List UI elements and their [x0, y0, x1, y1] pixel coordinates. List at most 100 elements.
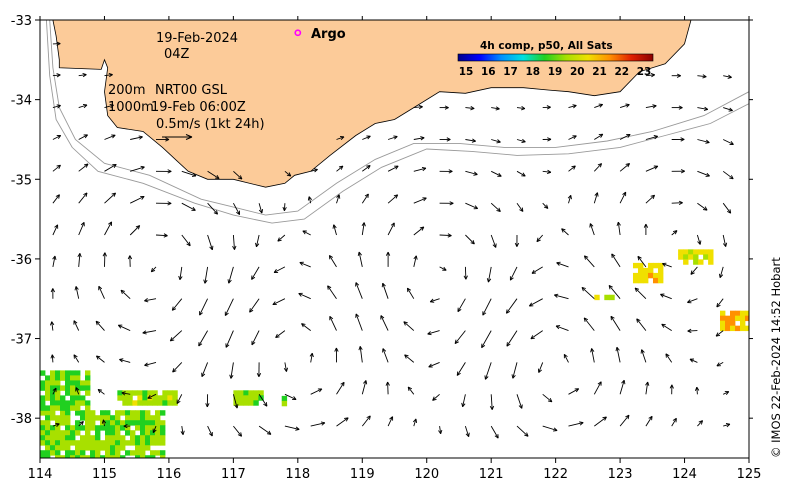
sst-pixel [142, 395, 148, 401]
current-arrow [716, 362, 724, 367]
sst-pixel [80, 425, 86, 431]
current-arrow [697, 170, 710, 177]
sst-pixel [160, 455, 166, 458]
x-tick-label: 124 [672, 467, 697, 482]
current-arrow [581, 286, 595, 300]
sst-pixel [693, 254, 699, 260]
sst-pixel [55, 450, 61, 456]
sst-pixel [135, 410, 141, 416]
sst-pixel [160, 440, 166, 446]
sst-pixel [50, 440, 56, 446]
sst-pixel [137, 395, 143, 401]
sst-pixel [65, 380, 71, 386]
current-arrow [104, 192, 117, 204]
sst-pixel [85, 370, 91, 376]
sst-pixel [75, 430, 81, 436]
sst-pixel [160, 450, 166, 456]
current-arrow [438, 426, 443, 435]
sst-pixel [155, 430, 161, 436]
colorbar-tick-label: 17 [503, 66, 518, 78]
sst-pixel [734, 310, 741, 317]
sst-layer [40, 249, 749, 458]
isobath-1000m [45, 20, 749, 224]
sst-pixel [162, 390, 168, 396]
current-arrow [697, 106, 709, 111]
current-arrow [181, 170, 197, 177]
current-arrow [119, 358, 131, 363]
current-arrow [381, 282, 389, 299]
current-arrow [461, 394, 466, 408]
sst-pixel [80, 385, 86, 391]
current-arrow [327, 285, 337, 299]
sst-pixel [703, 249, 709, 255]
current-arrow [73, 320, 80, 331]
sst-pixel [50, 375, 56, 381]
sst-pixel [708, 254, 714, 260]
current-arrow [104, 221, 113, 236]
current-arrow [413, 136, 425, 141]
sst-pixel [85, 400, 91, 406]
sst-pixel [140, 455, 146, 458]
x-tick-label: 120 [414, 467, 439, 482]
sst-pixel [55, 430, 61, 436]
current-arrow [152, 425, 157, 434]
current-arrow [464, 425, 470, 438]
sst-pixel [55, 405, 61, 411]
current-arrow [489, 394, 495, 410]
sst-pixel [150, 440, 156, 446]
sst-pixel [85, 415, 91, 421]
sst-pixel [115, 425, 121, 431]
sst-pixel [719, 320, 726, 327]
sst-pixel [243, 400, 249, 406]
current-arrow [616, 221, 621, 236]
sst-pixel [127, 390, 133, 396]
current-arrow [258, 425, 272, 435]
sst-pixel [739, 315, 746, 322]
current-arrow [256, 362, 262, 378]
sst-pixel [708, 249, 714, 255]
current-arrow [78, 163, 89, 172]
sst-pixel [65, 415, 71, 421]
current-arrow [643, 223, 649, 235]
sst-pixel [60, 405, 66, 411]
sst-pixel [90, 435, 96, 441]
current-arrow [593, 163, 603, 172]
current-arrow [232, 234, 237, 250]
current-arrow [233, 425, 243, 437]
sst-pixel [90, 455, 96, 458]
current-arrow [619, 133, 631, 140]
current-arrow [439, 169, 453, 174]
current-arrow [95, 320, 105, 331]
current-arrow [309, 352, 314, 363]
current-arrow [357, 251, 363, 267]
current-arrow [406, 287, 415, 299]
current-arrow [536, 234, 544, 243]
sst-pixel [115, 440, 121, 446]
colorbar-tick-label: 15 [459, 66, 474, 78]
sst-pixel [125, 415, 131, 421]
current-arrow [144, 298, 157, 303]
current-arrow [439, 105, 449, 110]
sst-pixel [115, 420, 121, 426]
current-arrow [697, 420, 704, 427]
sst-pixel [253, 390, 259, 396]
sst-pixel [50, 405, 56, 411]
sst-pixel [65, 440, 71, 446]
sst-pixel [60, 410, 66, 416]
sst-pixel [70, 435, 76, 441]
current-arrow [506, 330, 518, 347]
sst-pixel [115, 430, 121, 436]
y-axis: -33 -34 -35 -36 -37 -38 [11, 14, 753, 427]
sst-pixel [632, 262, 639, 269]
sst-pixel [117, 395, 123, 401]
current-arrow [404, 354, 415, 363]
x-tick-label: 116 [156, 467, 181, 482]
sst-pixel [150, 420, 156, 426]
current-arrow [355, 313, 363, 331]
sst-pixel [115, 455, 121, 458]
current-arrow [227, 266, 234, 284]
sst-pixel [145, 455, 151, 458]
sst-pixel [75, 425, 81, 431]
sst-pixel [40, 405, 46, 411]
sst-pixel [703, 254, 709, 260]
